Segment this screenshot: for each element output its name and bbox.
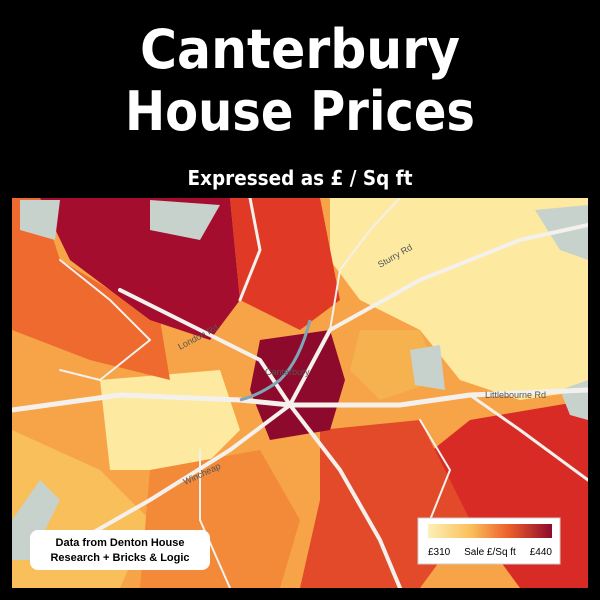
credit-text: Research + Bricks & Logic (50, 552, 189, 564)
road (59, 259, 151, 381)
green-space (150, 200, 220, 240)
river (239, 319, 312, 402)
region-mid (12, 198, 170, 380)
credit-box (30, 530, 210, 570)
title-line: Canterbury (140, 18, 460, 81)
region-top (250, 330, 345, 440)
road (78, 403, 292, 542)
region-low (330, 198, 588, 400)
legend-title: Sale £/Sq ft (464, 547, 516, 558)
road (419, 419, 451, 521)
road (288, 223, 588, 407)
green-space (20, 200, 60, 240)
subtitle: Expressed as £ / Sq ft (188, 166, 413, 190)
title-line: House Prices (125, 80, 475, 143)
road (468, 393, 588, 482)
credit-text: Data from Denton House (56, 537, 185, 549)
green-space (12, 480, 60, 560)
green-space (410, 345, 445, 390)
road (288, 403, 402, 588)
legend-min: £310 (428, 547, 451, 558)
road (238, 198, 262, 302)
map-label: Canterbury (265, 367, 310, 377)
map-label: Littlebourne Rd (485, 390, 546, 400)
legend-gradient (428, 524, 552, 538)
legend-max: £440 (530, 547, 553, 558)
road (329, 198, 401, 331)
road (199, 449, 231, 588)
